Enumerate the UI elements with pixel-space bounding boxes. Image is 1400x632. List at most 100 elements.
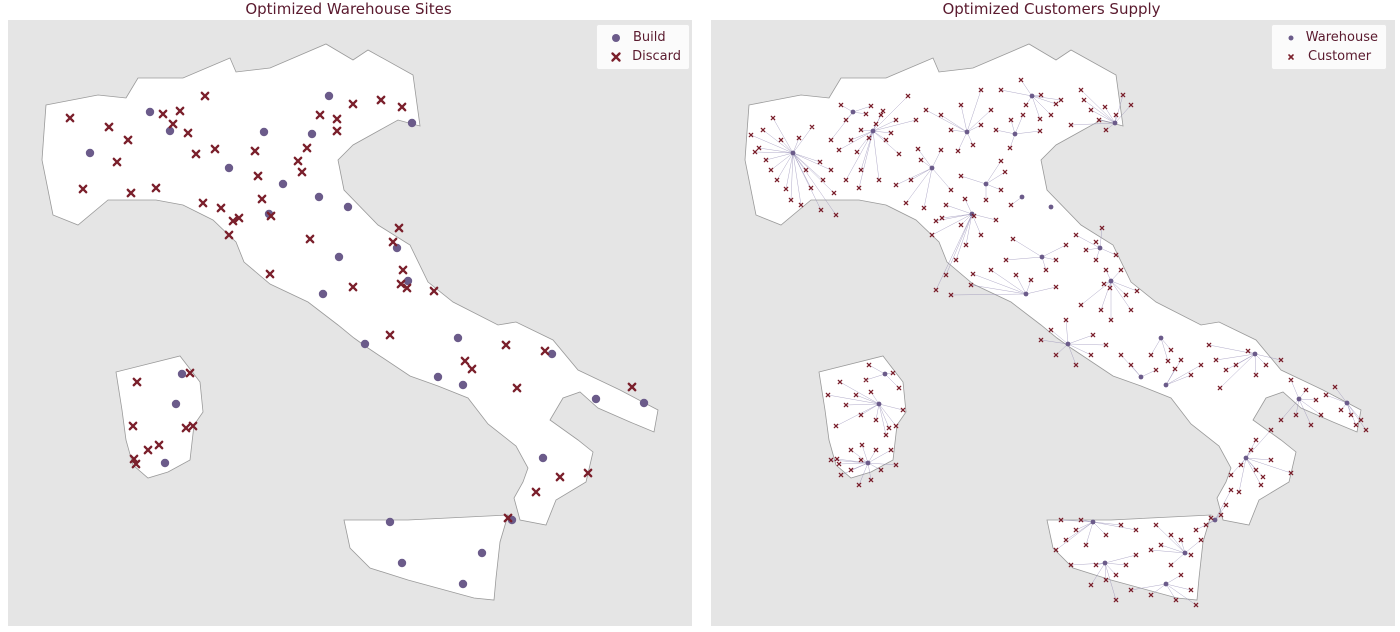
supply-line <box>1067 343 1092 356</box>
customer-point <box>796 135 802 141</box>
customer-point <box>1168 562 1174 568</box>
customer-point <box>893 462 899 468</box>
discard-site-point <box>305 234 315 244</box>
customer-point <box>838 102 844 108</box>
customer-point <box>752 149 758 155</box>
customer-point <box>1073 527 1079 533</box>
supply-line <box>765 152 794 161</box>
supply-line <box>1295 398 1300 416</box>
supply-line <box>875 403 880 421</box>
build-site-point <box>259 127 269 137</box>
customer-point <box>1158 542 1164 548</box>
customer-point <box>866 362 872 368</box>
customer-point <box>817 159 823 165</box>
supply-line <box>867 462 872 481</box>
discard-site-point <box>210 144 220 154</box>
supply-line <box>1075 521 1094 531</box>
supply-line <box>785 152 794 190</box>
supply-line <box>917 148 933 169</box>
supply-line <box>940 114 968 133</box>
customer-point <box>1028 277 1034 283</box>
supply-line <box>1000 89 1033 97</box>
supply-line <box>1245 429 1272 459</box>
supply-line <box>792 152 835 194</box>
customer-point <box>858 457 864 463</box>
customer-point <box>809 124 815 130</box>
customer-point <box>1206 342 1212 348</box>
customer-point <box>843 177 849 183</box>
customer-point <box>1133 527 1139 533</box>
discard-site-point <box>376 95 386 105</box>
customer-point <box>854 149 860 155</box>
supply-line <box>1020 79 1033 97</box>
supply-line <box>935 213 973 291</box>
customer-point <box>1188 552 1194 558</box>
supply-line <box>878 403 890 429</box>
customer-point <box>1003 257 1009 263</box>
customer-point <box>1178 572 1184 578</box>
warehouse-point <box>929 165 935 171</box>
customer-point <box>958 173 964 179</box>
supply-line <box>850 449 869 464</box>
build-site-point <box>177 369 187 379</box>
supply-line <box>966 109 992 133</box>
build-site-point <box>334 252 344 262</box>
supply-line <box>1110 280 1138 292</box>
discard-site-point <box>183 128 193 138</box>
customer-point <box>831 190 837 196</box>
warehouse-point <box>850 109 856 115</box>
supply-line <box>1215 353 1256 361</box>
supply-line <box>1298 398 1317 401</box>
discard-site-point <box>501 340 511 350</box>
supply-line <box>1150 583 1167 596</box>
sicily-landmass <box>343 514 509 601</box>
build-site-point <box>324 91 334 101</box>
supply-line <box>1235 353 1256 366</box>
supply-line <box>838 462 869 465</box>
customer-point <box>1236 489 1242 495</box>
customer-point <box>938 147 944 153</box>
supply-line <box>1099 227 1103 249</box>
customer-point <box>1093 239 1099 245</box>
supply-line <box>884 373 900 389</box>
supply-line <box>1238 457 1247 493</box>
customer-point <box>834 456 840 462</box>
supply-line <box>931 149 942 169</box>
supply-line <box>754 151 794 154</box>
customer-point <box>1018 77 1024 83</box>
build-site-point <box>538 453 548 463</box>
customer-point <box>1081 97 1087 103</box>
supply-line <box>972 273 1027 295</box>
warehouse-point <box>1163 382 1169 388</box>
customer-point <box>918 157 924 163</box>
supply-line <box>860 130 874 171</box>
warehouse-point <box>1012 131 1018 137</box>
supply-line <box>1010 119 1016 135</box>
supply-line <box>835 403 880 427</box>
discard-site-point <box>131 459 141 469</box>
supply-line <box>868 364 886 375</box>
discard-site-point <box>348 282 358 292</box>
customer-point <box>1188 372 1194 378</box>
customer-point <box>929 232 935 238</box>
discard-site-point <box>65 113 75 123</box>
customer-point <box>1053 257 1059 263</box>
customer-point <box>1288 470 1294 476</box>
supply-line <box>872 130 880 181</box>
supply-line <box>1165 359 1182 386</box>
supply-line <box>792 152 832 171</box>
customer-point <box>863 111 869 117</box>
customer-point <box>903 200 909 206</box>
supply-line <box>1083 99 1116 124</box>
warehouse-point <box>865 460 871 466</box>
customer-point <box>1007 145 1013 151</box>
customer-point <box>1038 92 1044 98</box>
supply-line <box>839 381 880 405</box>
supply-line <box>1298 398 1312 426</box>
customer-point <box>1303 387 1309 393</box>
customer-point <box>1353 422 1359 428</box>
supply-line <box>860 403 880 416</box>
customer-point <box>988 267 994 273</box>
customer-point <box>1288 377 1294 383</box>
discard-site-point <box>531 487 541 497</box>
